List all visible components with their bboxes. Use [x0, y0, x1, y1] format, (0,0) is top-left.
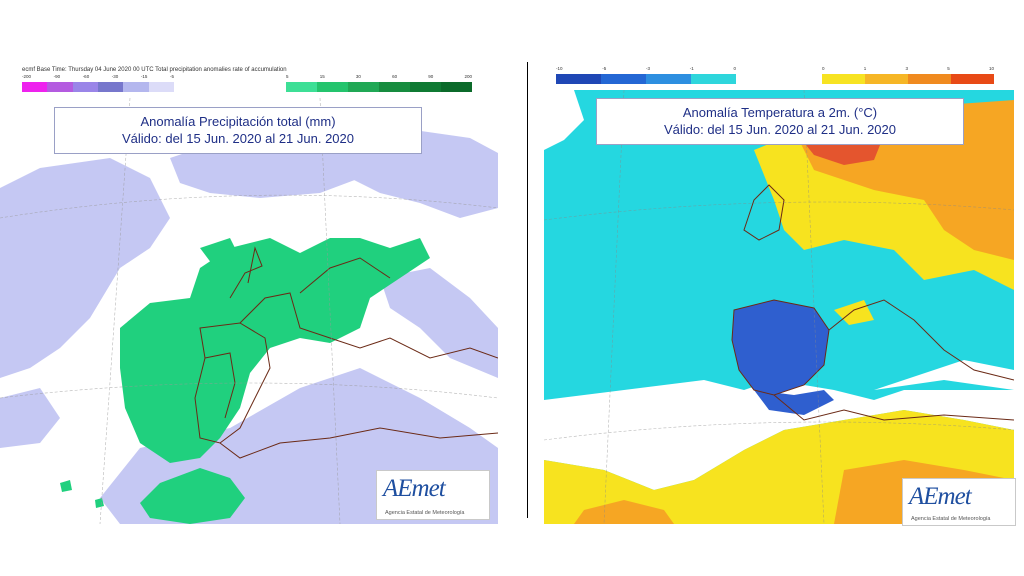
precipitation-map: [0, 98, 498, 524]
panel-divider: [527, 62, 528, 518]
precip-negative-tick: -5: [169, 74, 174, 79]
precip-positive-swatch: [410, 82, 441, 92]
precipitation-title-box: Anomalía Precipitación total (mm) Válido…: [54, 107, 422, 154]
temp-negative-colorbar: [556, 74, 736, 84]
temp-positive-swatch: [951, 74, 994, 84]
temperature-map: [544, 90, 1014, 524]
temp-negative-tick: -3: [645, 66, 650, 71]
temperature-title: Anomalía Temperatura a 2m. (°C): [682, 105, 878, 120]
precip-positive-swatch: [379, 82, 410, 92]
temperature-validity: Válido: del 15 Jun. 2020 al 21 Jun. 2020: [663, 122, 896, 137]
temperature-anomaly-panel: -10 -5 -3 -1 0 0 1 3 5 10: [544, 60, 1016, 526]
precip-negative-swatch: [47, 82, 73, 92]
precip-negative-tick: -90: [53, 74, 61, 79]
temp-positive-swatch: [822, 74, 865, 84]
model-header: ecmf Base Time: Thursday 04 June 2020 00…: [22, 67, 287, 73]
precip-positive-tick: 5: [286, 74, 289, 79]
aemet-logo-subtitle: Agencia Estatal de Meteorología: [911, 516, 991, 522]
temp-positive-swatch: [908, 74, 951, 84]
precip-positive-ticks: 5 15 30 60 90 200: [286, 74, 472, 79]
precip-positive-colorbar: [286, 82, 472, 92]
aemet-logo-word: AEmet: [909, 483, 972, 510]
temp-positive-tick: 5: [947, 66, 950, 71]
temp-positive-tick: 3: [905, 66, 908, 71]
precip-negative-ticks: -200 -90 -60 -30 -15 -5: [22, 74, 174, 79]
precip-positive-swatch: [441, 82, 472, 92]
precip-negative-swatch: [72, 82, 98, 92]
precip-positive-tick: 60: [392, 74, 398, 79]
temp-negative-tick: -1: [689, 66, 694, 71]
precip-negative-swatch: [123, 82, 149, 92]
temperature-title-box: Anomalía Temperatura a 2m. (°C) Válido: …: [596, 98, 964, 145]
aemet-logo-subtitle: Agencia Estatal de Meteorología: [385, 510, 465, 516]
temp-positive-tick: 1: [863, 66, 867, 71]
temp-positive-swatch: [865, 74, 908, 84]
precipitation-title: Anomalía Precipitación total (mm): [140, 114, 336, 129]
temp-negative-tick: -5: [602, 66, 607, 71]
temp-negative-swatch: [601, 74, 646, 84]
temp-positive-ticks: 0 1 3 5 10: [822, 66, 994, 71]
precip-negative-swatch: [97, 82, 124, 92]
temp-negative-tick: -10: [556, 66, 563, 71]
temp-negative-tick: 0: [733, 66, 736, 71]
precip-negative-swatch: [22, 82, 48, 92]
precip-positive-tick: 30: [355, 74, 361, 79]
aemet-logo: AEmet Agencia Estatal de Meteorología: [902, 478, 1016, 526]
precip-negative-tick: -30: [111, 74, 119, 79]
temp-negative-ticks: -10 -5 -3 -1 0: [556, 66, 736, 71]
temp-negative-swatch: [556, 74, 601, 84]
precip-positive-swatch: [286, 82, 317, 92]
precip-positive-tick: 90: [428, 74, 434, 79]
aemet-logo-word: AEmet: [383, 475, 446, 502]
temp-negative-swatch: [646, 74, 691, 84]
precip-positive-tick: 200: [464, 74, 472, 79]
precip-positive-swatch: [317, 82, 348, 92]
precip-negative-tick: -60: [82, 74, 90, 79]
precip-positive-swatch: [348, 82, 379, 92]
aemet-logo: AEmet Agencia Estatal de Meteorología: [376, 470, 490, 520]
precip-negative-swatch: [148, 82, 174, 92]
temp-positive-colorbar: [822, 74, 994, 84]
precip-positive-tick: 15: [319, 74, 325, 79]
temperature-map-graphic: [544, 90, 1014, 524]
precipitation-map-graphic: [0, 98, 498, 524]
temp-positive-tick: 0: [822, 66, 825, 71]
precip-negative-colorbar: [22, 82, 174, 92]
temp-negative-swatch: [691, 74, 736, 84]
precipitation-anomaly-panel: ecmf Base Time: Thursday 04 June 2020 00…: [0, 60, 500, 524]
precip-negative-tick: -200: [22, 74, 32, 79]
temp-positive-tick: 10: [988, 66, 994, 71]
precip-negative-tick: -15: [140, 74, 148, 79]
precipitation-validity: Válido: del 15 Jun. 2020 al 21 Jun. 2020: [121, 131, 354, 146]
